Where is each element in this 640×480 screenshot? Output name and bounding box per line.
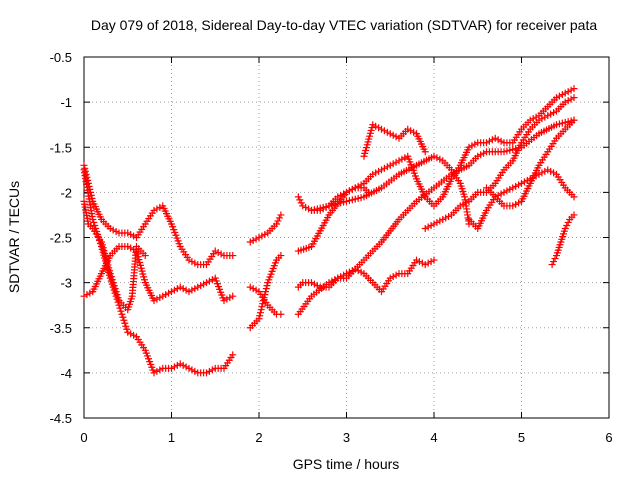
data-point — [120, 316, 128, 324]
y-tick-label: -4.5 — [50, 411, 72, 426]
data-point — [90, 218, 98, 226]
x-tick-label: 3 — [343, 430, 350, 445]
x-tick-label: 2 — [255, 430, 262, 445]
data-point — [561, 224, 569, 232]
data-point — [141, 252, 149, 260]
x-tick-label: 1 — [168, 430, 175, 445]
x-tick-label: 5 — [518, 430, 525, 445]
data-point — [548, 261, 556, 269]
data-point — [421, 148, 429, 156]
data-point — [123, 325, 131, 333]
data-point — [256, 312, 264, 320]
data-point — [229, 292, 237, 300]
data-point — [570, 85, 578, 93]
data-point — [564, 218, 572, 226]
data-point — [296, 196, 304, 204]
data-point — [229, 351, 237, 359]
y-axis-label: SDTVAR / TECUs — [6, 181, 22, 293]
y-tick-label: -3 — [60, 276, 72, 291]
series-sat-h — [294, 85, 578, 214]
data-point — [108, 276, 116, 284]
data-point — [563, 221, 571, 229]
series-sat-m — [360, 121, 429, 160]
series-sat-q — [548, 211, 578, 269]
series-sat-c — [80, 243, 237, 305]
data-point — [109, 279, 117, 287]
data-point — [277, 310, 285, 318]
grid — [84, 57, 609, 418]
x-tick-label: 0 — [80, 430, 87, 445]
data-point — [257, 306, 265, 314]
data-point — [111, 285, 119, 293]
data-point — [294, 193, 302, 201]
data-point — [255, 315, 263, 323]
series-sat-j — [294, 184, 372, 255]
data-point — [263, 282, 271, 290]
series-sat-e — [246, 211, 285, 246]
data-point — [274, 217, 282, 225]
data-point — [110, 282, 118, 290]
data-point — [229, 252, 237, 260]
data-point — [106, 270, 114, 278]
series-sat-p — [483, 116, 578, 210]
x-axis-label: GPS time / hours — [293, 456, 400, 472]
data-point — [122, 322, 130, 330]
data-point — [277, 252, 285, 260]
data-point — [297, 199, 305, 207]
y-tick-label: -3.5 — [50, 321, 72, 336]
x-tick-label: 6 — [605, 430, 612, 445]
data-point — [256, 309, 264, 317]
axis-ticks: 0 1 2 3 4 5 6 -0.5 -1 -1.5 -2 -2.5 -3 -3.5 -4 -4.5 — [50, 50, 613, 445]
data-point — [114, 294, 122, 302]
data-point — [82, 170, 90, 178]
data-point — [117, 307, 125, 315]
series-sat-f — [246, 252, 285, 332]
data-point — [121, 319, 129, 327]
data-point — [258, 303, 266, 311]
data-point — [570, 116, 578, 124]
data-point — [570, 211, 578, 219]
data-point — [262, 288, 270, 296]
data-point — [551, 255, 559, 263]
data-point — [113, 291, 121, 299]
data-point — [570, 193, 578, 201]
data-point — [430, 256, 438, 264]
data-point — [119, 313, 127, 321]
data-point — [116, 304, 124, 312]
data-point — [570, 94, 578, 102]
series-sat-d — [80, 197, 149, 314]
data-point — [107, 273, 115, 281]
y-tick-label: -0.5 — [50, 50, 72, 65]
series-sat-g — [246, 283, 285, 318]
y-tick-label: -1 — [60, 95, 72, 110]
data-point — [277, 211, 285, 219]
data-point — [275, 214, 283, 222]
x-tick-label: 4 — [430, 430, 437, 445]
data-point — [550, 258, 558, 266]
data-point — [89, 215, 97, 223]
y-tick-label: -4 — [60, 366, 72, 381]
y-tick-label: -1.5 — [50, 140, 72, 155]
chart-title: Day 079 of 2018, Sidereal Day-to-day VTE… — [91, 17, 598, 33]
data-point — [112, 288, 120, 296]
data-marks — [80, 85, 578, 377]
series-sat-n — [421, 94, 578, 232]
data-point — [259, 300, 267, 308]
y-tick-label: -2 — [60, 185, 72, 200]
y-tick-label: -2.5 — [50, 231, 72, 246]
data-point — [273, 220, 280, 228]
data-point — [262, 285, 270, 293]
data-point — [118, 310, 126, 318]
